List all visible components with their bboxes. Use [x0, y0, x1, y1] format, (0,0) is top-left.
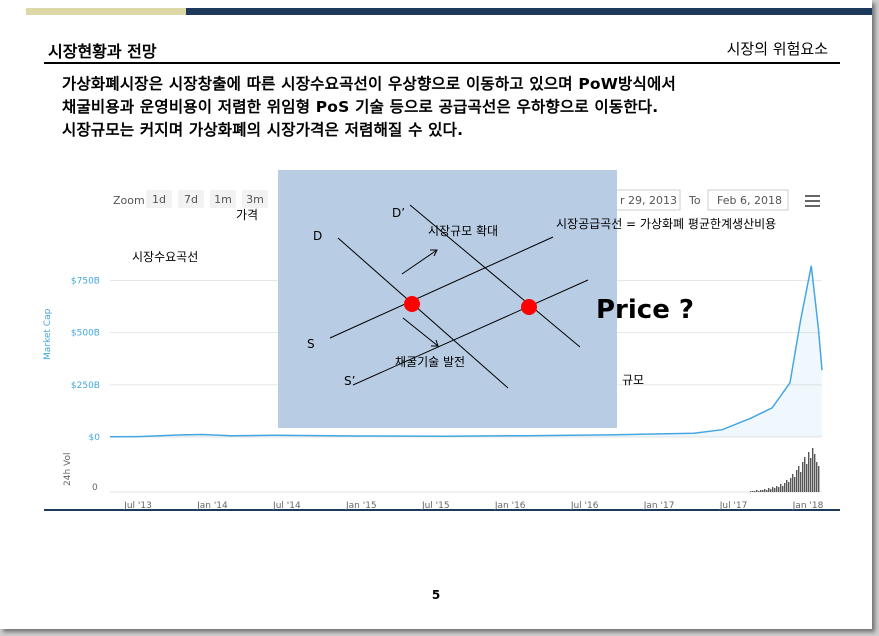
y-tick-label: $250B [71, 381, 100, 391]
supply-demand-panel [278, 170, 617, 428]
volume-bar [806, 464, 808, 492]
label-D: D [313, 229, 322, 243]
volume-bar [782, 486, 784, 492]
page-number: 5 [431, 588, 441, 602]
date-from-value: r 29, 2013 [620, 194, 677, 207]
volume-bar [754, 491, 756, 492]
volume-bar [778, 487, 780, 492]
volume-bars [750, 448, 820, 492]
to-label: To [688, 194, 701, 207]
y-tick-label: $750B [71, 276, 100, 286]
volume-bar [790, 478, 792, 492]
y-axis-label: Market Cap [43, 308, 53, 360]
volume-bar [768, 488, 770, 492]
volume-axis-label: 24h Vol [63, 453, 73, 486]
zoom-button-7d[interactable] [178, 190, 204, 208]
slide-title: 시장현황과 전망 [48, 42, 157, 61]
x-tick-label: Jan '16 [494, 501, 526, 511]
zoom-button-label: 7d [184, 193, 198, 206]
volume-bar [800, 472, 802, 492]
x-tick-label: Jul '17 [719, 501, 748, 511]
x-tick-label: Jul '15 [421, 501, 450, 511]
zoom-label: Zoom [113, 194, 145, 207]
equilibrium-point-shifted [521, 299, 537, 315]
volume-bar [810, 458, 812, 492]
volume-bar [814, 454, 816, 492]
volume-bar [812, 448, 814, 492]
price-axis-label: 가격 [236, 208, 258, 222]
section-title: 시장의 위험요소 [726, 40, 828, 58]
zoom-button-label: 1d [152, 193, 166, 206]
volume-bar [758, 491, 760, 492]
menu-icon[interactable] [805, 195, 820, 207]
volume-bar [752, 491, 754, 492]
series-line [109, 265, 823, 438]
label-S: S [307, 337, 315, 351]
volume-bar [816, 462, 818, 492]
volume-bar [786, 480, 788, 492]
volume-bar [796, 470, 798, 492]
volume-bar [808, 452, 810, 492]
header-accent-bar [26, 8, 186, 15]
body-text: 가상화폐시장은 시장창출에 따른 시장수요곡선이 우상향으로 이동하고 있으며 … [62, 75, 676, 139]
title-divider [44, 62, 840, 64]
x-tick-label: Jan '18 [792, 501, 824, 511]
volume-bar [794, 477, 796, 492]
date-to-field[interactable] [707, 189, 789, 211]
y-tick-label: $500B [71, 329, 100, 339]
supply-curve-S [329, 236, 554, 339]
x-tick-label: Jan '17 [643, 501, 675, 511]
date-to-value: Feb 6, 2018 [717, 194, 782, 207]
demand-shift-arrow [401, 249, 438, 275]
volume-bar [780, 484, 782, 492]
demand-curve-D2 [409, 204, 581, 348]
label-market-expansion: 시장규모 확대 [428, 224, 498, 238]
volume-bar [774, 488, 776, 492]
volume-bar [770, 489, 772, 492]
volume-bar [764, 489, 766, 492]
volume-bar [804, 457, 806, 492]
label-supply-curve: 시장공급곡선 = 가상화폐 평균한계생산비용 [556, 217, 776, 231]
x-tick-label: Jan '15 [345, 501, 377, 511]
volume-bar [750, 491, 752, 492]
equilibrium-point-initial [404, 296, 420, 312]
zoom-button-1d[interactable] [146, 190, 172, 208]
label-mining-tech: 채굴기술 발전 [395, 355, 465, 369]
label-demand-curve: 시장수요곡선 [132, 250, 198, 264]
x-tick-label: Jul '14 [272, 501, 301, 511]
series-area [110, 265, 822, 437]
volume-bar [762, 490, 764, 492]
zoom-button-3m[interactable] [242, 190, 268, 208]
y-tick-label: $0 [89, 433, 101, 443]
label-S2: S’ [344, 374, 355, 388]
label-market-size: 규모 [622, 373, 644, 387]
label-D2: D’ [392, 206, 405, 220]
volume-bar [766, 490, 768, 492]
supply-shift-arrow [402, 317, 439, 347]
header-bar [186, 8, 872, 15]
volume-bar [776, 486, 778, 492]
volume-bar [798, 466, 800, 492]
x-tick-label: Jan '14 [196, 501, 228, 511]
zoom-button-1m[interactable] [210, 190, 236, 208]
volume-bar [788, 482, 790, 492]
volume-bar [784, 483, 786, 492]
volume-bar [760, 490, 762, 492]
demand-curve-D [337, 237, 509, 389]
price-question: Price ? [596, 295, 694, 325]
x-tick-label: Jul '16 [570, 501, 599, 511]
volume-zero-tick: 0 [92, 483, 98, 493]
x-tick-label: Jul '13 [123, 501, 152, 511]
supply-curve-S2 [352, 279, 589, 386]
zoom-button-label: 3m [246, 193, 264, 206]
volume-bar [772, 487, 774, 492]
volume-bar [792, 474, 794, 492]
volume-bar [756, 490, 758, 492]
zoom-button-label: 1m [214, 193, 232, 206]
volume-bar [818, 466, 820, 492]
volume-bar [802, 462, 804, 492]
